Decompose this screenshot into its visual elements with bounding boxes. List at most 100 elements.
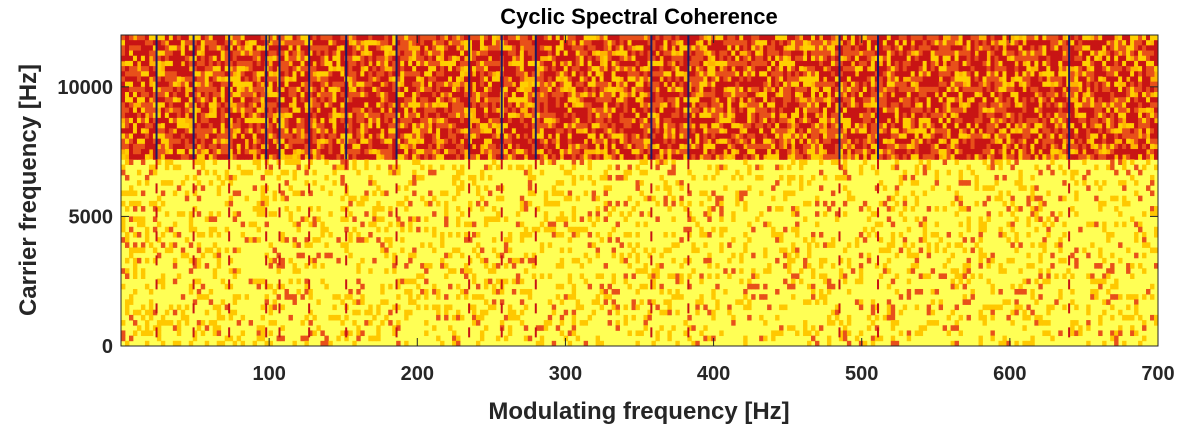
heatmap-cell	[711, 117, 716, 124]
heatmap-cell	[483, 112, 489, 119]
heatmap-cell	[384, 92, 389, 98]
heatmap-cell	[376, 133, 381, 140]
heatmap-cell	[164, 50, 170, 57]
heatmap-cell	[783, 40, 788, 46]
heatmap-cell	[124, 128, 130, 134]
heatmap-cell	[507, 97, 513, 103]
heatmap-cell	[252, 86, 258, 93]
heatmap-cell	[954, 128, 959, 134]
heatmap-cell	[408, 112, 413, 119]
heatmap-cell	[679, 35, 684, 41]
heatmap-cell	[1046, 107, 1051, 114]
heatmap-cell	[547, 86, 553, 93]
heatmap-cell	[320, 117, 325, 124]
heatmap-cell	[822, 50, 828, 57]
heatmap-cell	[862, 86, 868, 93]
heatmap-cell	[611, 112, 616, 119]
heatmap-cell	[260, 92, 265, 98]
heatmap-cell	[432, 50, 437, 57]
heatmap-cell	[424, 97, 429, 103]
heatmap-cell	[575, 76, 581, 83]
heatmap-cell	[368, 35, 373, 41]
heatmap-cell	[1150, 35, 1155, 41]
heatmap-cell	[934, 35, 940, 41]
heatmap-cell	[1094, 97, 1099, 103]
heatmap-cell	[603, 55, 608, 62]
heatmap-cell	[759, 123, 764, 129]
heatmap-cell	[1038, 97, 1043, 103]
heatmap-cell	[934, 40, 940, 46]
heatmap-cell	[511, 143, 517, 150]
heatmap-cell	[958, 50, 963, 57]
heatmap-cell	[715, 102, 720, 108]
heatmap-cell	[184, 97, 190, 103]
heatmap-cell	[300, 107, 305, 114]
heatmap-cell	[1106, 138, 1111, 145]
heatmap-cell	[727, 138, 732, 145]
heatmap-cell	[296, 92, 301, 98]
heatmap-cell	[376, 71, 381, 77]
heatmap-cell	[1006, 86, 1011, 93]
heatmap-cell	[1014, 107, 1019, 114]
heatmap-cell	[1030, 112, 1035, 119]
heatmap-cell	[559, 133, 565, 140]
heatmap-cell	[216, 92, 222, 98]
heatmap-cell	[312, 40, 317, 46]
heatmap-cell	[364, 143, 369, 150]
heatmap-cell	[1110, 86, 1115, 93]
heatmap-cell	[1082, 128, 1087, 134]
heatmap-cell	[651, 107, 656, 114]
heatmap-cell	[404, 66, 409, 72]
heatmap-cell	[507, 40, 513, 46]
heatmap-cell	[224, 97, 230, 103]
heatmap-cell	[603, 112, 608, 119]
heatmap-cell	[308, 40, 313, 46]
heatmap-cell	[503, 45, 509, 51]
heatmap-cell	[128, 76, 134, 83]
heatmap-cell	[858, 60, 864, 67]
heatmap-cell	[507, 50, 513, 57]
heatmap-cell	[755, 40, 760, 46]
heatmap-cell	[663, 133, 668, 140]
heatmap-cell	[906, 97, 912, 103]
heatmap-cell	[144, 102, 150, 108]
heatmap-cell	[826, 76, 832, 83]
heatmap-cell	[631, 86, 636, 93]
heatmap-cell	[834, 76, 840, 83]
heatmap-cell	[448, 133, 453, 140]
heatmap-cell	[747, 50, 752, 57]
heatmap-cell	[994, 40, 999, 46]
heatmap-cell	[611, 102, 616, 108]
heatmap-cell	[811, 71, 816, 77]
heatmap-cell	[978, 112, 983, 119]
heatmap-cell	[687, 107, 692, 114]
heatmap-cell	[392, 107, 397, 114]
heatmap-cell	[850, 138, 856, 145]
heatmap-cell	[188, 81, 194, 88]
heatmap-cell	[404, 107, 409, 114]
heatmap-cell	[894, 66, 900, 72]
heatmap-cell	[444, 76, 449, 83]
heatmap-cell	[543, 117, 549, 124]
heatmap-cell	[400, 133, 405, 140]
heatmap-cell	[452, 92, 457, 98]
heatmap-cell	[284, 128, 289, 134]
heatmap-cell	[934, 112, 940, 119]
heatmap-cell	[152, 107, 158, 114]
heatmap-cell	[228, 92, 234, 98]
heatmap-cell	[1098, 92, 1103, 98]
heatmap-cell	[659, 71, 664, 77]
heatmap-cell	[1002, 60, 1007, 67]
heatmap-cell	[731, 40, 736, 46]
heatmap-cell	[1102, 138, 1107, 145]
heatmap-cell	[376, 102, 381, 108]
heatmap-cell	[216, 112, 222, 119]
heatmap-cell	[196, 76, 202, 83]
heatmap-cell	[822, 112, 828, 119]
heatmap-cell	[388, 143, 393, 150]
heatmap-cell	[340, 81, 345, 88]
heatmap-cell	[519, 66, 525, 72]
heatmap-cell	[834, 55, 840, 62]
heatmap-cell	[930, 86, 936, 93]
heatmap-cell	[715, 35, 720, 41]
